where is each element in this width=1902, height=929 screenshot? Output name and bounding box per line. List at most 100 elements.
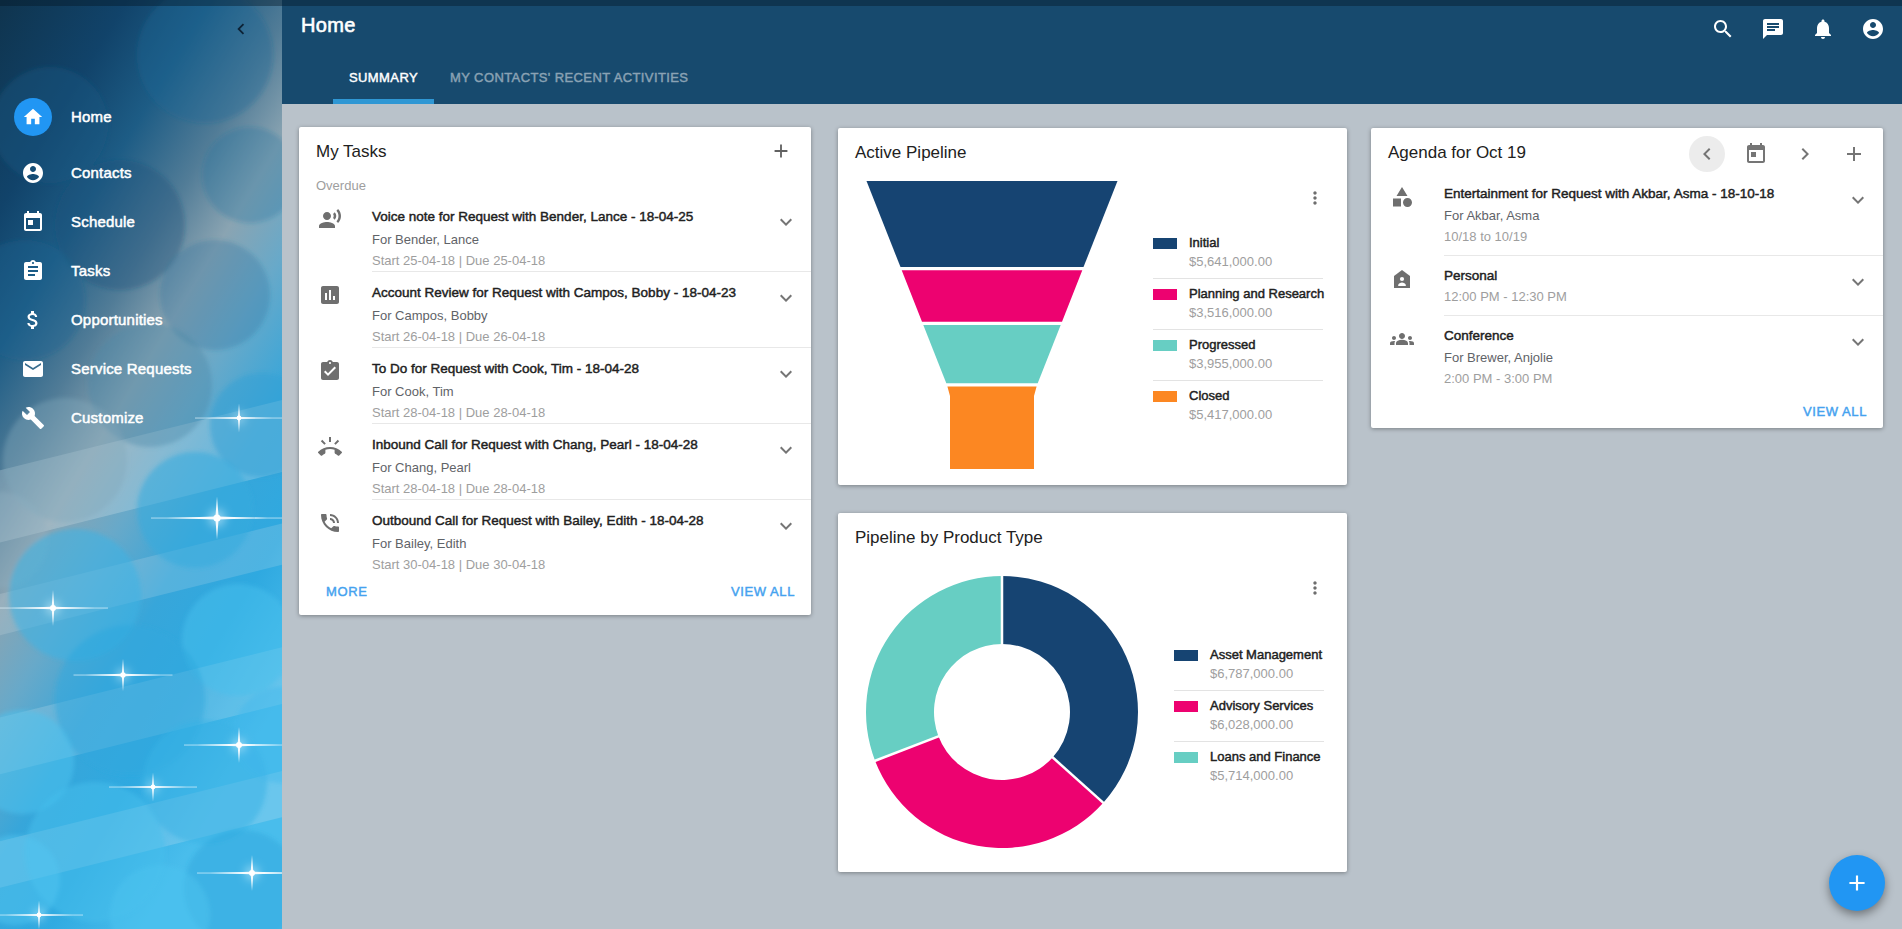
task-dates: Start 26-04-18 | Due 26-04-18 — [372, 329, 767, 344]
agenda-view-all-button[interactable]: VIEW ALL — [1803, 404, 1867, 419]
sidebar-item-schedule[interactable]: Schedule — [0, 197, 282, 246]
chat-icon — [1761, 17, 1785, 41]
home-icon — [22, 106, 44, 128]
expand-task-icon[interactable] — [774, 438, 798, 462]
agenda-prev-icon[interactable] — [1689, 136, 1725, 172]
home-person-icon — [1390, 267, 1414, 291]
calendar-icon — [21, 210, 45, 234]
search-icon[interactable] — [1711, 17, 1735, 41]
sidebar-item-label: Contacts — [71, 164, 132, 181]
add-task-icon[interactable] — [770, 140, 792, 162]
expand-task-icon[interactable] — [774, 286, 798, 310]
agenda-item-title: Conference — [1444, 328, 1839, 343]
chevron-down-icon — [774, 286, 798, 310]
assessment-icon — [318, 283, 342, 307]
expand-agenda-icon[interactable] — [1846, 188, 1870, 212]
chevron-down-icon — [1846, 330, 1870, 354]
sidebar-item-tasks[interactable]: Tasks — [0, 246, 282, 295]
agenda-row: Entertainment for Request with Akbar, As… — [1371, 174, 1883, 256]
task-dates: Start 28-04-18 | Due 28-04-18 — [372, 481, 767, 496]
expand-agenda-icon[interactable] — [1846, 330, 1870, 354]
sidebar-collapse-icon[interactable] — [230, 18, 254, 42]
legend-label: Loans and Finance — [1210, 749, 1324, 764]
tasks-section-label: Overdue — [316, 178, 366, 193]
sidebar-item-home[interactable]: Home — [0, 92, 282, 141]
app-root: Home Contacts Schedule Tasks OpportunitiesSe… — [0, 0, 1902, 929]
category-icon — [1390, 185, 1414, 209]
agenda-add-icon[interactable] — [1836, 136, 1872, 172]
fab-add-button[interactable] — [1829, 855, 1885, 911]
chat-icon[interactable] — [1761, 17, 1785, 41]
content: My Tasks Overdue Voice note for Request … — [282, 104, 1902, 929]
agenda-calendar-icon — [1744, 142, 1768, 166]
sidebar-item-label: Customize — [71, 409, 144, 426]
my-tasks-title: My Tasks — [316, 142, 387, 162]
expand-task-icon[interactable] — [774, 210, 798, 234]
legend-label: Progressed — [1189, 337, 1323, 352]
legend-swatch — [1174, 701, 1198, 712]
task-title: Outbound Call for Request with Bailey, E… — [372, 513, 767, 528]
legend-label: Planning and Research — [1189, 286, 1323, 301]
legend-value: $3,516,000.00 — [1189, 305, 1323, 320]
agenda-calendar-icon[interactable] — [1738, 136, 1774, 172]
top-edge-shade — [0, 0, 1902, 6]
sidebar: Home Contacts Schedule Tasks OpportunitiesSe… — [0, 0, 282, 929]
active-pipeline-title: Active Pipeline — [855, 143, 967, 163]
tab-summary[interactable]: SUMMARY — [333, 55, 434, 104]
funnel-legend: Initial$5,641,000.00Planning and Researc… — [1153, 228, 1323, 431]
task-contact: For Chang, Pearl — [372, 460, 767, 475]
tasks-view-all-button[interactable]: VIEW ALL — [731, 584, 795, 599]
funnel-segment-closed[interactable] — [947, 386, 1036, 469]
funnel-segment-planning-and-research[interactable] — [902, 270, 1083, 321]
notifications-icon — [1811, 17, 1835, 41]
agenda-item-contact: For Brewer, Anjolie — [1444, 350, 1839, 365]
tab-bar: SUMMARYMY CONTACTS' RECENT ACTIVITIES — [333, 55, 704, 104]
dollar-icon — [21, 308, 45, 332]
sidebar-item-contacts[interactable]: Contacts — [0, 148, 282, 197]
agenda-card: Agenda for Oct 19 Entertainment for Requ… — [1371, 128, 1883, 428]
sidebar-item-label: Tasks — [71, 262, 110, 279]
donut-slice-asset-management[interactable] — [1002, 576, 1138, 803]
funnel-segment-initial[interactable] — [867, 181, 1118, 267]
task-title: Inbound Call for Request with Chang, Pea… — [372, 437, 767, 452]
funnel-segment-progressed[interactable] — [923, 325, 1060, 383]
expand-task-icon[interactable] — [774, 514, 798, 538]
notifications-icon[interactable] — [1811, 17, 1835, 41]
expand-agenda-icon[interactable] — [1846, 270, 1870, 294]
sidebar-item-customize[interactable]: Customize — [0, 393, 282, 442]
chevron-down-icon — [774, 362, 798, 386]
sidebar-item-opportunities[interactable]: Opportunities — [0, 295, 282, 344]
legend-value: $6,028,000.00 — [1210, 717, 1324, 732]
more-button[interactable]: MORE — [326, 584, 367, 599]
record-voice-over-icon — [318, 207, 342, 231]
pipeline-menu-icon[interactable] — [1305, 188, 1325, 208]
legend-value: $5,641,000.00 — [1189, 254, 1323, 269]
legend-value: $6,787,000.00 — [1210, 666, 1324, 681]
assignment-turned-in-icon — [318, 359, 342, 383]
agenda-next-icon[interactable] — [1787, 136, 1823, 172]
sidebar-item-service-requests[interactable]: Service Requests — [0, 344, 282, 393]
record-voice-over-icon — [318, 207, 342, 231]
sidebar-item-label: Schedule — [71, 213, 135, 230]
account-icon[interactable] — [1861, 17, 1885, 41]
task-contact: For Bailey, Edith — [372, 536, 767, 551]
agenda-row: Personal12:00 PM - 12:30 PM — [1371, 256, 1883, 316]
chevron-down-icon — [1846, 270, 1870, 294]
search-icon — [1711, 17, 1735, 41]
task-title: Account Review for Request with Campos, … — [372, 285, 767, 300]
active-pipeline-card: Active Pipeline Initial$5,641,000.00Plan… — [838, 128, 1347, 485]
donut-slice-loans-and-finance[interactable] — [866, 576, 1002, 761]
agenda-row: Conference For Brewer, Anjolie 2:00 PM - 3… — [1371, 316, 1883, 398]
assignment-turned-in-icon — [318, 359, 342, 383]
expand-task-icon[interactable] — [774, 362, 798, 386]
legend-value: $3,955,000.00 — [1189, 356, 1323, 371]
assignment-icon — [21, 259, 45, 283]
tab-recent-activities[interactable]: MY CONTACTS' RECENT ACTIVITIES — [434, 55, 704, 104]
legend-swatch — [1153, 340, 1177, 351]
agenda-item-time: 2:00 PM - 3:00 PM — [1444, 371, 1839, 386]
wrench-icon — [21, 406, 45, 430]
main-area: Home SUMMARYMY CONTACTS' RECENT ACTIVITI… — [282, 0, 1902, 929]
legend-value: $5,714,000.00 — [1210, 768, 1324, 783]
agenda-prev-icon — [1695, 142, 1719, 166]
sidebar-nav: Home Contacts Schedule Tasks OpportunitiesSe… — [0, 92, 282, 442]
